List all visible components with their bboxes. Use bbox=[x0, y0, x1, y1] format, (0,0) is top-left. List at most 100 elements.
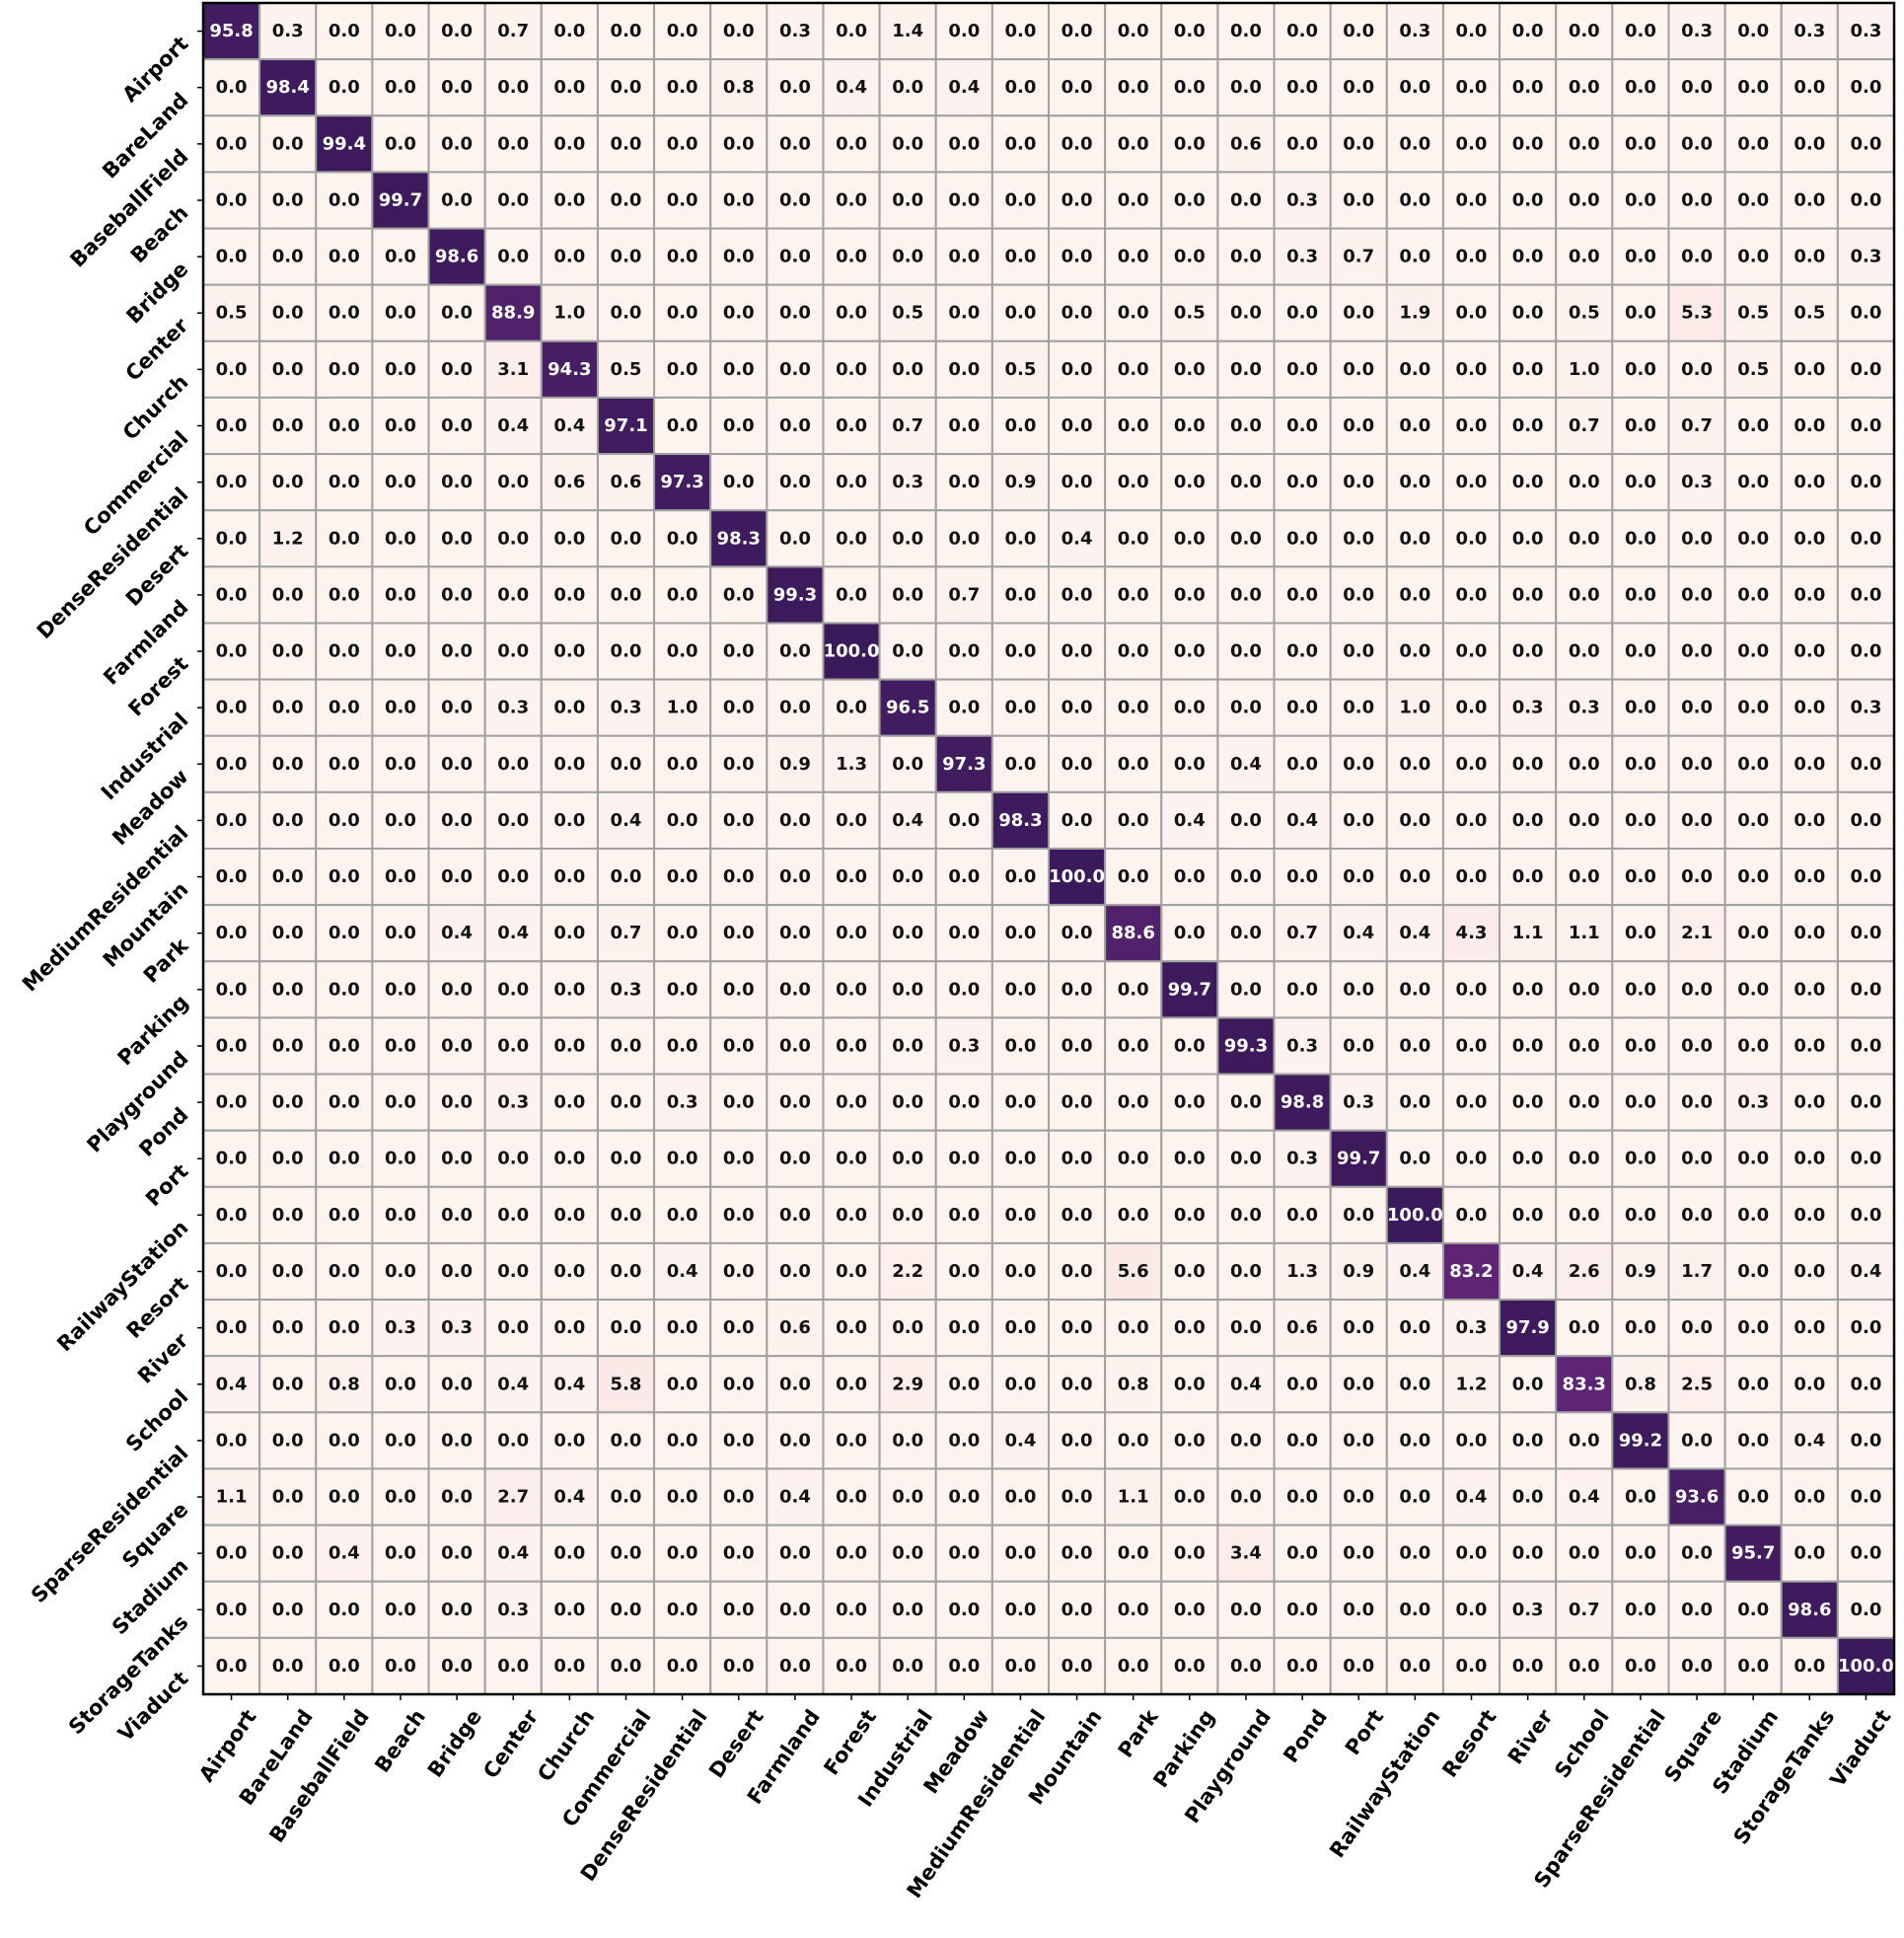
cell-label: 0.0 bbox=[892, 1092, 923, 1113]
cell-label: 0.0 bbox=[723, 1543, 755, 1564]
cell-label: 0.0 bbox=[216, 359, 248, 380]
cell-label: 0.0 bbox=[272, 698, 304, 718]
cell-label: 0.0 bbox=[611, 866, 642, 887]
cell-label: 0.0 bbox=[329, 1317, 360, 1338]
heatmap-cell bbox=[766, 790, 825, 850]
heatmap-cell bbox=[766, 1355, 825, 1414]
heatmap-cell bbox=[1104, 1129, 1163, 1188]
heatmap-cell bbox=[483, 1129, 543, 1188]
heatmap-cell bbox=[483, 453, 543, 512]
heatmap-cell bbox=[1555, 171, 1614, 230]
cell-label: 0.0 bbox=[1004, 698, 1036, 718]
cell-label: 0.7 bbox=[1569, 1600, 1600, 1620]
cell-label: 0.0 bbox=[723, 189, 755, 210]
heatmap-cell bbox=[258, 1467, 318, 1527]
heatmap-cell bbox=[540, 960, 599, 1019]
cell-label: 0.0 bbox=[1118, 247, 1149, 267]
cell-label: 0.0 bbox=[1681, 133, 1713, 154]
cell-label: 0.0 bbox=[1399, 1487, 1430, 1508]
heatmap-cell bbox=[427, 622, 486, 681]
cell-label: 0.0 bbox=[272, 979, 304, 1000]
heatmap-cell bbox=[1555, 1355, 1614, 1414]
cell-label: 0.0 bbox=[1850, 754, 1881, 775]
heatmap-cell bbox=[1160, 453, 1219, 512]
cell-label: 0.0 bbox=[1569, 810, 1600, 831]
cell-label: 0.4 bbox=[779, 1487, 811, 1508]
cell-label: 0.0 bbox=[1569, 1149, 1600, 1169]
cell-label: 0.0 bbox=[1456, 584, 1488, 605]
cell-label: 0.0 bbox=[272, 472, 304, 492]
cell-label: 0.0 bbox=[329, 21, 360, 41]
cell-label: 0.0 bbox=[667, 1656, 698, 1677]
heatmap-cell bbox=[427, 1524, 486, 1583]
cell-label: 0.0 bbox=[1456, 866, 1488, 887]
heatmap-cell bbox=[1555, 1636, 1614, 1696]
heatmap-cell bbox=[1611, 904, 1670, 963]
cell-label: 0.0 bbox=[385, 979, 416, 1000]
heatmap-cell bbox=[1611, 1355, 1670, 1414]
cell-label: 0.0 bbox=[1399, 359, 1430, 380]
heatmap-cell bbox=[990, 509, 1050, 568]
cell-label: 0.3 bbox=[667, 1092, 698, 1113]
heatmap-cell bbox=[371, 848, 430, 907]
cell-label: 0.0 bbox=[779, 1374, 811, 1394]
cell-label: 0.0 bbox=[216, 979, 248, 1000]
cell-label: 0.0 bbox=[1118, 1656, 1149, 1677]
heatmap-cell bbox=[540, 1411, 599, 1470]
cell-label: 5.6 bbox=[1118, 1261, 1149, 1282]
heatmap-cell bbox=[1611, 171, 1670, 230]
cell-label: 0.0 bbox=[1569, 189, 1600, 210]
cell-label: 0.0 bbox=[1456, 189, 1488, 210]
cell-label: 97.3 bbox=[660, 472, 703, 492]
cell-label: 0.4 bbox=[1569, 1487, 1600, 1508]
cell-label: 0.0 bbox=[1681, 979, 1713, 1000]
cell-label: 0.0 bbox=[553, 189, 585, 210]
cell-label: 0.0 bbox=[1004, 21, 1036, 41]
cell-label: 0.0 bbox=[1399, 1543, 1430, 1564]
heatmap-cell bbox=[1216, 622, 1276, 681]
heatmap-cell bbox=[371, 1524, 430, 1583]
heatmap-cell bbox=[1780, 848, 1839, 907]
cell-label: 0.0 bbox=[1512, 247, 1544, 267]
cell-label: 0.0 bbox=[779, 303, 811, 324]
cell-label: 0.0 bbox=[779, 1656, 811, 1677]
cell-label: 0.0 bbox=[1174, 1600, 1206, 1620]
cell-label: 0.0 bbox=[1569, 1317, 1600, 1338]
heatmap-cell bbox=[540, 1524, 599, 1583]
heatmap-cell bbox=[483, 396, 543, 456]
cell-label: 0.0 bbox=[1343, 1600, 1374, 1620]
cell-label: 0.0 bbox=[948, 415, 980, 436]
cell-label: 3.4 bbox=[1230, 1543, 1262, 1564]
cell-label: 0.0 bbox=[779, 77, 811, 98]
cell-label: 100.0 bbox=[1049, 866, 1105, 887]
cell-label: 0.0 bbox=[723, 641, 755, 662]
cell-label: 1.1 bbox=[1118, 1487, 1149, 1508]
heatmap-cell bbox=[1048, 114, 1107, 174]
heatmap-cell bbox=[596, 960, 656, 1019]
heatmap-cell bbox=[1160, 283, 1219, 342]
cell-label: 0.0 bbox=[723, 1261, 755, 1282]
cell-label: 0.0 bbox=[1062, 303, 1093, 324]
cell-label: 0.0 bbox=[1794, 866, 1825, 887]
cell-label: 0.0 bbox=[1737, 472, 1769, 492]
cell-label: 0.0 bbox=[1062, 1543, 1093, 1564]
cell-label: 0.4 bbox=[1456, 1487, 1488, 1508]
cell-label: 0.0 bbox=[1174, 1656, 1206, 1677]
cell-label: 0.0 bbox=[385, 21, 416, 41]
cell-label: 0.0 bbox=[723, 1374, 755, 1394]
cell-label: 0.0 bbox=[1794, 133, 1825, 154]
cell-label: 0.0 bbox=[216, 1092, 248, 1113]
cell-label: 0.3 bbox=[1286, 189, 1318, 210]
cell-label: 0.0 bbox=[723, 21, 755, 41]
heatmap-cell bbox=[427, 1636, 486, 1696]
cell-label: 1.9 bbox=[1399, 303, 1430, 324]
cell-label: 0.0 bbox=[553, 810, 585, 831]
heatmap-cell bbox=[1555, 114, 1614, 174]
cell-label: 0.0 bbox=[329, 359, 360, 380]
cell-label: 0.0 bbox=[836, 359, 867, 380]
cell-label: 0.0 bbox=[1230, 1092, 1262, 1113]
cell-label: 0.0 bbox=[1512, 21, 1544, 41]
cell-label: 0.0 bbox=[948, 1487, 980, 1508]
cell-label: 4.3 bbox=[1456, 923, 1488, 943]
cell-label: 0.0 bbox=[385, 810, 416, 831]
